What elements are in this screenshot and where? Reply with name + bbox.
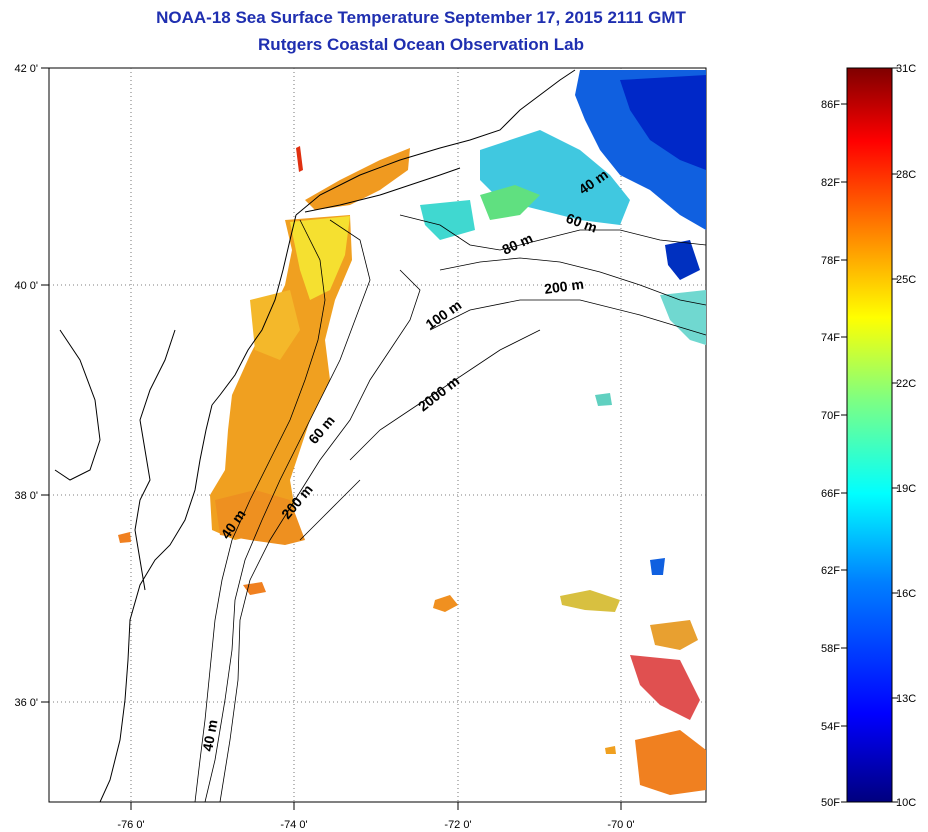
isobath-40m xyxy=(194,219,326,803)
colorbar-f-label: 70F xyxy=(821,410,840,422)
lon-tick-label: -74 0' xyxy=(280,819,307,831)
colorbar-scale xyxy=(846,67,893,803)
sst-patch-georges-green xyxy=(480,185,540,220)
colorbar-f-label: 50F xyxy=(821,797,840,809)
colorbar-c-label: 10C xyxy=(896,797,916,809)
coast-new-jersey xyxy=(211,214,297,406)
colorbar-f-label: 62F xyxy=(821,565,840,577)
sst-patch-east-blue xyxy=(665,240,700,280)
sst-patch-lower-shelf xyxy=(215,490,305,545)
lat-tick-label: 40 0' xyxy=(14,280,38,292)
colorbar-c-label: 28C xyxy=(896,169,916,181)
sst-patch-eddy-2 xyxy=(560,590,620,612)
colorbar-f-label: 66F xyxy=(821,488,840,500)
isobaths xyxy=(194,214,707,803)
lat-tick-label: 42 0' xyxy=(14,63,38,75)
colorbar: 86F 82F 78F 74F 70F 66F 62F 58F 54F 50F … xyxy=(821,63,916,809)
colorbar-c-label: 13C xyxy=(896,693,916,705)
coast-western-shore xyxy=(54,329,101,481)
contour-label-40m-far-south: 40 m xyxy=(199,718,220,752)
lon-tick-labels: -76 0' -74 0' -72 0' -70 0' xyxy=(117,819,634,831)
isobath-60m xyxy=(204,219,371,803)
isobath-100m xyxy=(219,269,421,803)
isobath-2000m-south xyxy=(349,329,541,461)
lon-tick-label: -72 0' xyxy=(444,819,471,831)
colorbar-c-label: 16C xyxy=(896,588,916,600)
coast-chesapeake xyxy=(134,329,176,591)
sst-patch-long-island xyxy=(305,148,410,210)
sst-patch-gulf-maine-deep xyxy=(620,75,706,170)
map-subtitle: Rutgers Coastal Ocean Observation Lab xyxy=(258,35,584,54)
sst-patch-eddy-7 xyxy=(595,393,612,406)
colorbar-f-label: 86F xyxy=(821,99,840,111)
colorbar-f-label: 78F xyxy=(821,255,840,267)
colorbar-c-label: 31C xyxy=(896,63,916,75)
sst-patch-nj-nearshore xyxy=(290,216,350,300)
colorbar-f-label: 74F xyxy=(821,332,840,344)
colorbar-f-ticks xyxy=(841,103,847,803)
isobath-80m xyxy=(399,214,707,251)
colorbar-c-label: 25C xyxy=(896,274,916,286)
axis-ticks xyxy=(41,67,622,810)
coast-new-england xyxy=(295,69,576,216)
lat-tick-labels: 42 0' 40 0' 38 0' 36 0' xyxy=(14,63,38,709)
lat-tick-label: 38 0' xyxy=(14,490,38,502)
sst-patch-eddy-9 xyxy=(605,746,616,754)
gridlines xyxy=(49,68,706,802)
coast-delmarva xyxy=(99,404,213,803)
colorbar-c-ticks xyxy=(892,67,898,803)
sst-data xyxy=(118,70,706,795)
colorbar-c-label: 22C xyxy=(896,378,916,390)
lon-tick-label: -70 0' xyxy=(607,819,634,831)
isobath-2000m xyxy=(429,299,707,336)
lon-tick-label: -76 0' xyxy=(117,819,144,831)
sst-patch-hudson xyxy=(296,146,303,172)
isobath-slope xyxy=(299,479,361,541)
sst-patch-eddy-10 xyxy=(118,532,131,543)
colorbar-f-label: 54F xyxy=(821,721,840,733)
sst-patch-eddy-4 xyxy=(630,655,700,720)
colorbar-c-label: 19C xyxy=(896,483,916,495)
colorbar-f-labels: 86F 82F 78F 74F 70F 66F 62F 58F 54F 50F xyxy=(821,99,840,809)
colorbar-c-labels: 31C 28C 25C 22C 19C 16C 13C 10C xyxy=(896,63,916,809)
colorbar-f-label: 58F xyxy=(821,643,840,655)
sst-patch-shelf-yellow xyxy=(250,290,300,360)
isobath-200m xyxy=(439,257,707,306)
coast-long-island xyxy=(304,167,461,213)
coastline xyxy=(54,69,576,803)
colorbar-f-label: 82F xyxy=(821,177,840,189)
map-title: NOAA-18 Sea Surface Temperature Septembe… xyxy=(156,8,686,27)
lat-tick-label: 36 0' xyxy=(14,697,38,709)
sst-patch-eddy-5 xyxy=(635,730,706,795)
sst-patch-eddy-6 xyxy=(650,558,665,575)
sst-patch-eddy-1 xyxy=(433,595,458,612)
sst-patch-eddy-3 xyxy=(650,620,698,650)
sst-patch-shelf-cyan xyxy=(420,200,475,240)
contour-label-200m-north: 200 m xyxy=(543,276,585,297)
